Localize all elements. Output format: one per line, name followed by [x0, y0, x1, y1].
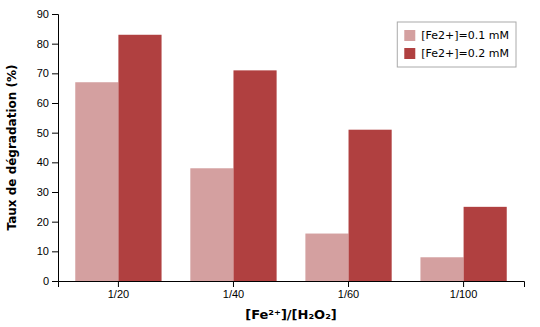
legend-label: [Fe2+]=0.2 mM — [421, 47, 509, 60]
x-tick-mark — [463, 281, 464, 287]
bar — [305, 234, 348, 281]
y-tick: 20 — [37, 216, 58, 228]
y-tick-label: 20 — [37, 216, 49, 228]
x-axis-title: [Fe²⁺]/[H₂O₂] — [245, 307, 337, 322]
x-tick-label: 1/100 — [450, 288, 478, 300]
bar — [233, 70, 276, 281]
x-tick: 1/20 — [108, 281, 129, 300]
y-tick: 10 — [37, 245, 58, 257]
bar — [420, 257, 463, 281]
y-axis-line — [52, 15, 59, 282]
y-tick-mark — [52, 222, 58, 223]
bar — [349, 130, 392, 281]
bar — [464, 207, 507, 281]
y-tick: 70 — [37, 67, 58, 79]
x-tick-mark — [233, 281, 234, 287]
y-tick: 50 — [37, 127, 58, 139]
y-tick: 60 — [37, 97, 58, 109]
y-tick: 30 — [37, 186, 58, 198]
chart-svg: 1/20 1/40 1/60 1/100 0 10 20 30 40 50 60 70 80 90 [Fe²… — [0, 0, 540, 327]
x-tick-mark — [348, 281, 349, 287]
bar — [75, 82, 118, 281]
x-tick-label: 1/60 — [338, 288, 359, 300]
x-axis: 1/20 1/40 1/60 1/100 — [59, 281, 525, 300]
legend-label: [Fe2+]=0.1 mM — [421, 29, 509, 42]
y-tick-label: 10 — [37, 245, 49, 257]
legend-swatch — [404, 48, 415, 59]
y-tick-label: 30 — [37, 186, 49, 198]
y-tick: 40 — [37, 156, 58, 168]
x-tick: 1/100 — [450, 281, 478, 300]
legend-item: [Fe2+]=0.2 mM — [404, 47, 509, 60]
y-tick-label: 80 — [37, 38, 49, 50]
x-tick-mark — [118, 281, 119, 287]
plot-area: 1/20 1/40 1/60 1/100 0 10 20 30 40 50 60 70 80 90 — [37, 8, 525, 300]
y-tick-mark — [52, 281, 58, 282]
legend-box — [397, 22, 516, 67]
legend-swatch — [404, 30, 415, 41]
x-tick-label: 1/20 — [108, 288, 129, 300]
y-tick-mark — [52, 162, 58, 163]
y-tick-mark — [52, 103, 58, 104]
y-tick-mark — [52, 192, 58, 193]
x-tick: 1/40 — [223, 281, 244, 300]
y-tick-mark — [52, 133, 58, 134]
bars — [75, 35, 506, 281]
bar — [190, 168, 233, 281]
bar — [118, 35, 161, 281]
y-tick-mark — [52, 44, 58, 45]
legend-item: [Fe2+]=0.1 mM — [404, 29, 509, 42]
y-tick-label: 60 — [37, 97, 49, 109]
x-tick: 1/60 — [338, 281, 359, 300]
x-axis-line — [59, 282, 525, 288]
y-tick-mark — [52, 73, 58, 74]
y-tick-label: 50 — [37, 127, 49, 139]
y-tick-mark — [52, 14, 58, 15]
y-tick-mark — [52, 251, 58, 252]
legend: [Fe2+]=0.1 mM [Fe2+]=0.2 mM — [397, 22, 516, 67]
y-axis: 0 10 20 30 40 50 60 70 80 90 — [37, 8, 59, 287]
y-tick-label: 0 — [43, 275, 49, 287]
x-tick-label: 1/40 — [223, 288, 244, 300]
y-tick-label: 40 — [37, 156, 49, 168]
y-tick-label: 70 — [37, 67, 49, 79]
chart-container: 1/20 1/40 1/60 1/100 0 10 20 30 40 50 60 70 80 90 [Fe²… — [0, 0, 540, 327]
y-tick-label: 90 — [37, 8, 49, 20]
y-axis-title: Taux de dégradation (%) — [5, 65, 19, 231]
y-tick: 80 — [37, 38, 58, 50]
y-tick: 90 — [37, 8, 58, 20]
y-tick: 0 — [43, 275, 58, 287]
